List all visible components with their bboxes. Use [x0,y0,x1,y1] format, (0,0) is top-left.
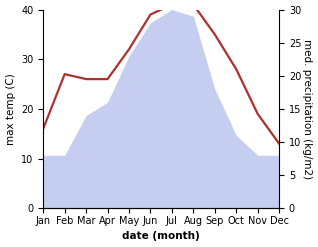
Y-axis label: med. precipitation (kg/m2): med. precipitation (kg/m2) [302,39,313,179]
Y-axis label: max temp (C): max temp (C) [5,73,16,145]
X-axis label: date (month): date (month) [122,231,200,242]
